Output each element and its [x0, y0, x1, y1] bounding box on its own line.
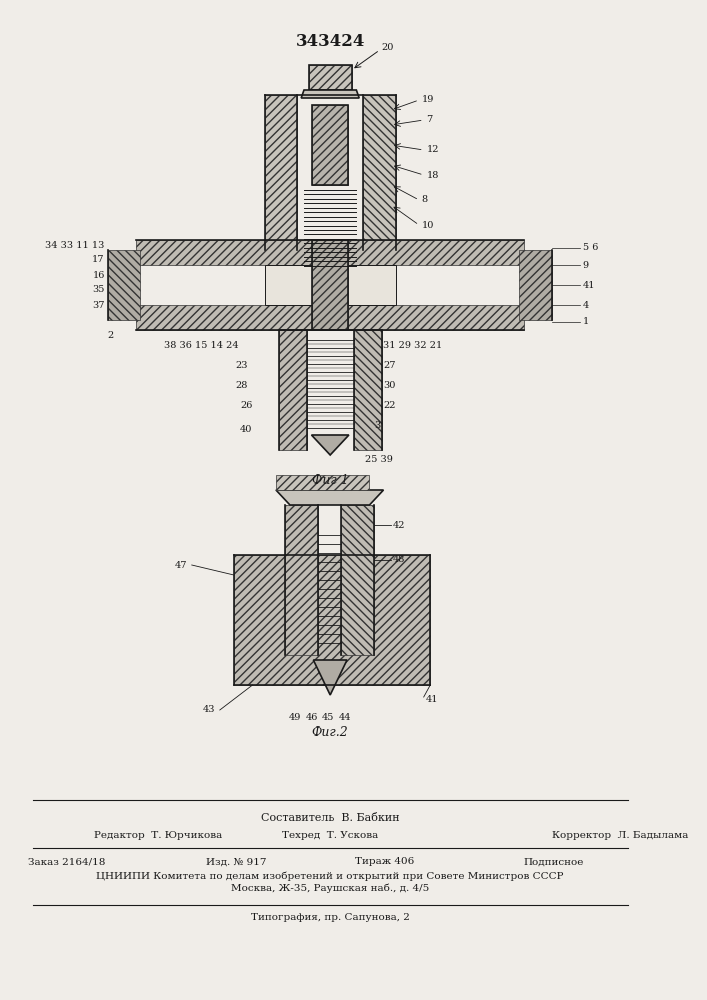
- Text: Редактор  Т. Юрчикова: Редактор Т. Юрчикова: [93, 830, 222, 840]
- Text: 343424: 343424: [296, 33, 365, 50]
- Text: 48: 48: [393, 556, 405, 564]
- Bar: [309, 65, 351, 90]
- Bar: [286, 505, 318, 655]
- Text: 41: 41: [426, 696, 438, 704]
- Text: Изд. № 917: Изд. № 917: [206, 857, 267, 866]
- Bar: [312, 105, 348, 185]
- Text: 42: 42: [393, 520, 405, 530]
- Text: 30: 30: [383, 380, 396, 389]
- Text: 38 36 15 14 24: 38 36 15 14 24: [164, 340, 238, 350]
- Text: 44: 44: [339, 713, 351, 722]
- Text: 17: 17: [92, 255, 105, 264]
- Bar: [519, 250, 552, 320]
- Text: Фиг.2: Фиг.2: [312, 726, 349, 740]
- Bar: [341, 505, 374, 655]
- Text: 4: 4: [583, 300, 589, 310]
- Bar: [276, 475, 370, 490]
- Text: 8: 8: [422, 196, 428, 205]
- Bar: [354, 330, 382, 450]
- Text: 5 6: 5 6: [583, 243, 598, 252]
- Text: 3: 3: [374, 420, 380, 430]
- Text: 12: 12: [426, 145, 439, 154]
- Text: Подписное: Подписное: [524, 857, 584, 866]
- Text: Составитель  В. Бабкин: Составитель В. Бабкин: [261, 813, 399, 823]
- Bar: [312, 240, 348, 330]
- Bar: [234, 555, 431, 685]
- Polygon shape: [312, 435, 349, 455]
- Bar: [312, 240, 348, 330]
- Text: 9: 9: [583, 260, 589, 269]
- Text: 26: 26: [240, 400, 252, 410]
- Text: 25 39: 25 39: [365, 456, 392, 464]
- Text: 37: 37: [92, 300, 105, 310]
- Text: 35: 35: [93, 286, 105, 294]
- Text: 2: 2: [108, 330, 114, 340]
- Bar: [363, 95, 396, 250]
- Polygon shape: [301, 90, 359, 98]
- Text: Типография, пр. Сапунова, 2: Типография, пр. Сапунова, 2: [251, 914, 409, 922]
- Text: 49: 49: [288, 713, 300, 722]
- Text: 43: 43: [203, 706, 215, 714]
- Text: Корректор  Л. Бадылама: Корректор Л. Бадылама: [552, 830, 688, 840]
- Text: 45: 45: [322, 713, 334, 722]
- Bar: [279, 330, 307, 450]
- Polygon shape: [276, 490, 383, 505]
- Bar: [309, 65, 351, 90]
- Text: 46: 46: [305, 713, 317, 722]
- Bar: [264, 95, 298, 250]
- Text: 10: 10: [422, 221, 434, 230]
- Text: Москва, Ж-35, Раушская наб., д. 4/5: Москва, Ж-35, Раушская наб., д. 4/5: [231, 883, 429, 893]
- Text: ЦНИИПИ Комитета по делам изобретений и открытий при Совете Министров СССР: ЦНИИПИ Комитета по делам изобретений и о…: [96, 871, 564, 881]
- Text: 27: 27: [383, 360, 396, 369]
- Bar: [107, 250, 140, 320]
- Text: Заказ 2164/18: Заказ 2164/18: [28, 857, 105, 866]
- Bar: [136, 305, 524, 330]
- Text: 22: 22: [383, 400, 396, 410]
- Bar: [264, 265, 396, 305]
- Polygon shape: [313, 660, 347, 695]
- Bar: [312, 105, 348, 185]
- Text: 7: 7: [426, 115, 433, 124]
- Text: 47: 47: [175, 560, 187, 570]
- Text: Фиг 1: Фиг 1: [312, 474, 349, 487]
- Text: 19: 19: [422, 96, 434, 104]
- Text: 41: 41: [583, 280, 595, 290]
- Text: 20: 20: [382, 43, 394, 52]
- Text: 40: 40: [240, 426, 252, 434]
- Bar: [136, 240, 524, 265]
- Text: 31 29 32 21: 31 29 32 21: [383, 340, 443, 350]
- Text: Тираж 406: Тираж 406: [356, 857, 415, 866]
- Text: 28: 28: [235, 380, 248, 389]
- Text: Техред  Т. Ускова: Техред Т. Ускова: [282, 830, 378, 840]
- Text: 23: 23: [235, 360, 248, 369]
- Text: 1: 1: [583, 318, 589, 326]
- Text: 16: 16: [93, 270, 105, 279]
- Text: 34 33 11 13: 34 33 11 13: [45, 240, 105, 249]
- Text: 18: 18: [426, 170, 439, 180]
